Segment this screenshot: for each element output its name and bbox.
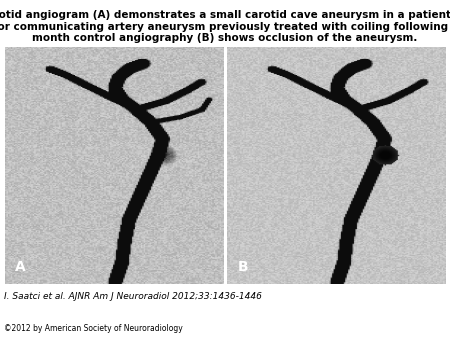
Text: ©2012 by American Society of Neuroradiology: ©2012 by American Society of Neuroradiol… bbox=[4, 324, 183, 334]
Text: A: A bbox=[15, 261, 26, 274]
Text: AMERICAN JOURNAL OF NEURORADIOLOGY: AMERICAN JOURNAL OF NEURORADIOLOGY bbox=[309, 324, 414, 329]
Text: B: B bbox=[238, 261, 249, 274]
Text: AJNR: AJNR bbox=[330, 299, 392, 319]
Text: I. Saatci et al. AJNR Am J Neuroradiol 2012;33:1436-1446: I. Saatci et al. AJNR Am J Neuroradiol 2… bbox=[4, 292, 262, 301]
Text: Right carotid angiogram (A) demonstrates a small carotid cave aneurysm in a pati: Right carotid angiogram (A) demonstrates… bbox=[0, 10, 450, 43]
